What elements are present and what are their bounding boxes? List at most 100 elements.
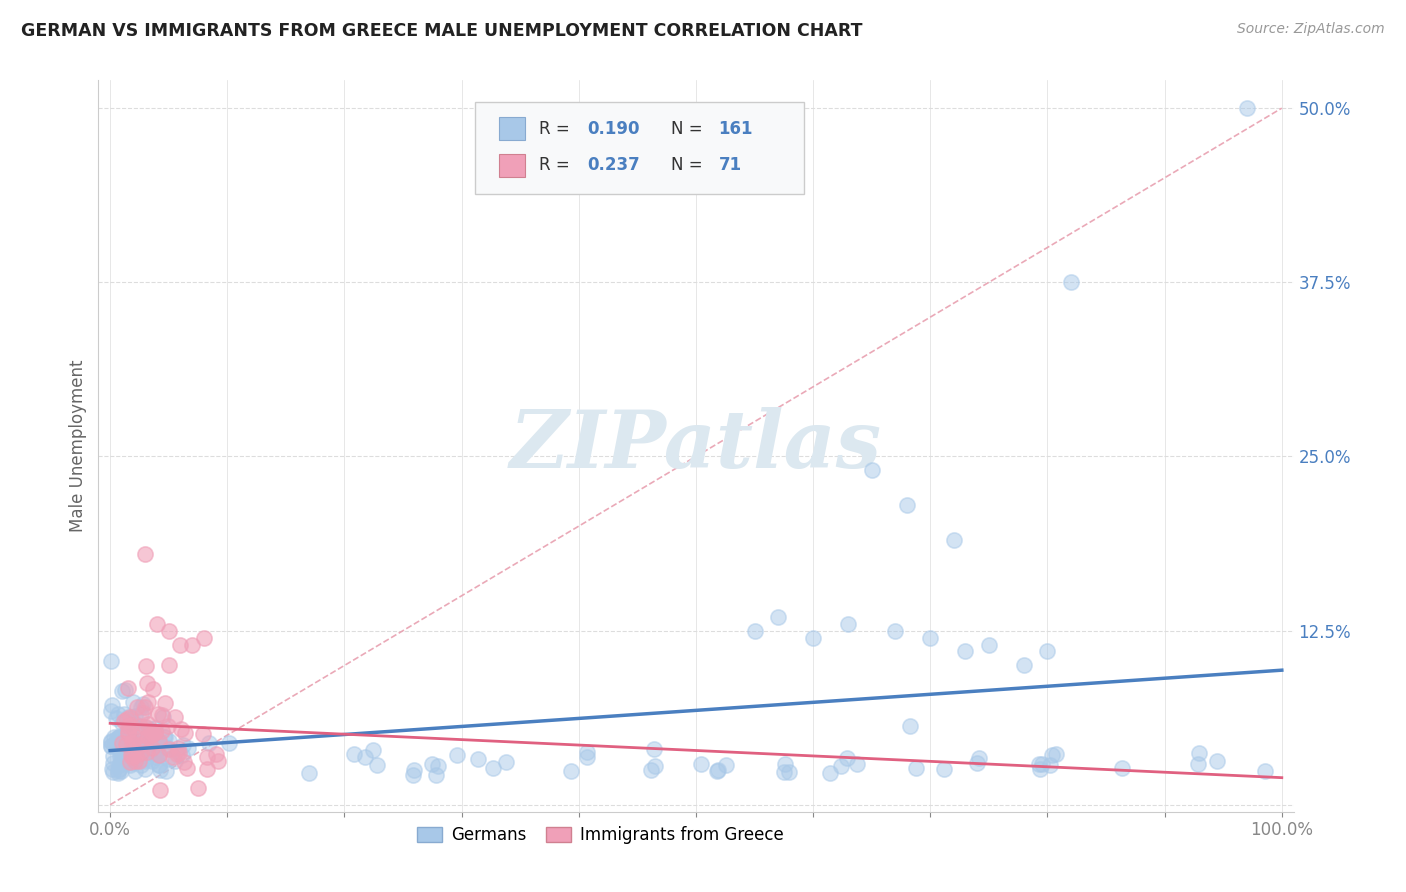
Point [129, 758, 152, 772]
Point [118, 755, 141, 769]
Point [141, 730, 163, 744]
Point [343, 747, 366, 761]
Point [156, 752, 179, 766]
Point [714, 758, 737, 772]
FancyBboxPatch shape [499, 153, 524, 178]
Point [118, 723, 141, 738]
Point [122, 695, 145, 709]
Text: 0.190: 0.190 [588, 120, 640, 137]
Point [100, 733, 122, 747]
Point [112, 736, 135, 750]
Point [205, 747, 228, 761]
Point [117, 724, 139, 739]
Point [1187, 757, 1209, 772]
Point [644, 759, 666, 773]
Point [100, 734, 122, 748]
Point [187, 780, 209, 795]
Point [195, 762, 218, 776]
Point [118, 755, 141, 769]
Point [157, 734, 180, 748]
Point [111, 683, 134, 698]
Point [934, 762, 956, 776]
Point [110, 742, 132, 756]
Point [141, 755, 163, 769]
Point [167, 746, 190, 760]
Point [148, 748, 170, 763]
Point [112, 736, 135, 750]
Point [425, 768, 447, 782]
Point [778, 764, 800, 779]
Point [100, 739, 122, 753]
Point [142, 681, 165, 696]
Point [112, 748, 135, 763]
Point [132, 752, 155, 766]
Point [166, 747, 188, 761]
Point [121, 735, 143, 749]
Point [112, 749, 135, 764]
Point [115, 712, 138, 726]
Point [120, 746, 142, 760]
Point [404, 763, 426, 777]
Point [105, 738, 128, 752]
Point [131, 747, 153, 761]
Legend: Germans, Immigrants from Greece: Germans, Immigrants from Greece [411, 820, 790, 851]
Point [115, 756, 138, 771]
Point [141, 727, 163, 741]
Point [117, 681, 139, 695]
Point [560, 764, 582, 778]
Point [129, 738, 152, 752]
Point [143, 724, 166, 739]
Point [905, 760, 928, 774]
Point [148, 763, 170, 777]
Point [124, 755, 146, 769]
Point [110, 715, 132, 730]
Point [112, 706, 135, 721]
Point [150, 724, 173, 739]
Point [111, 736, 134, 750]
Point [142, 726, 165, 740]
Point [1031, 757, 1053, 772]
Point [150, 707, 173, 722]
Text: N =: N = [671, 156, 707, 175]
Point [818, 765, 841, 780]
Point [103, 730, 125, 744]
Point [157, 658, 180, 673]
Point [132, 727, 155, 741]
Point [1028, 762, 1050, 776]
Point [121, 733, 143, 747]
Point [138, 695, 160, 709]
Point [193, 631, 215, 645]
Point [218, 736, 240, 750]
Point [110, 764, 132, 778]
Point [153, 740, 176, 755]
Point [120, 718, 142, 732]
Point [107, 741, 129, 756]
Point [157, 624, 180, 638]
Point [920, 631, 942, 645]
Point [744, 624, 766, 638]
Point [142, 732, 165, 747]
Point [845, 757, 868, 772]
Text: R =: R = [540, 120, 575, 137]
Point [101, 762, 124, 776]
Point [193, 727, 215, 741]
Point [115, 749, 138, 764]
Point [690, 756, 713, 771]
Point [1060, 275, 1083, 289]
Point [176, 761, 198, 775]
Point [107, 764, 129, 778]
Point [108, 729, 131, 743]
Point [195, 750, 218, 764]
Point [107, 766, 129, 780]
Point [136, 745, 159, 759]
Point [100, 739, 122, 753]
Point [402, 768, 425, 782]
Point [156, 740, 179, 755]
Point [129, 738, 152, 752]
Point [172, 739, 194, 753]
Point [125, 700, 148, 714]
Point [896, 498, 918, 512]
Point [884, 624, 907, 638]
Point [955, 644, 977, 658]
Text: 161: 161 [718, 120, 754, 137]
